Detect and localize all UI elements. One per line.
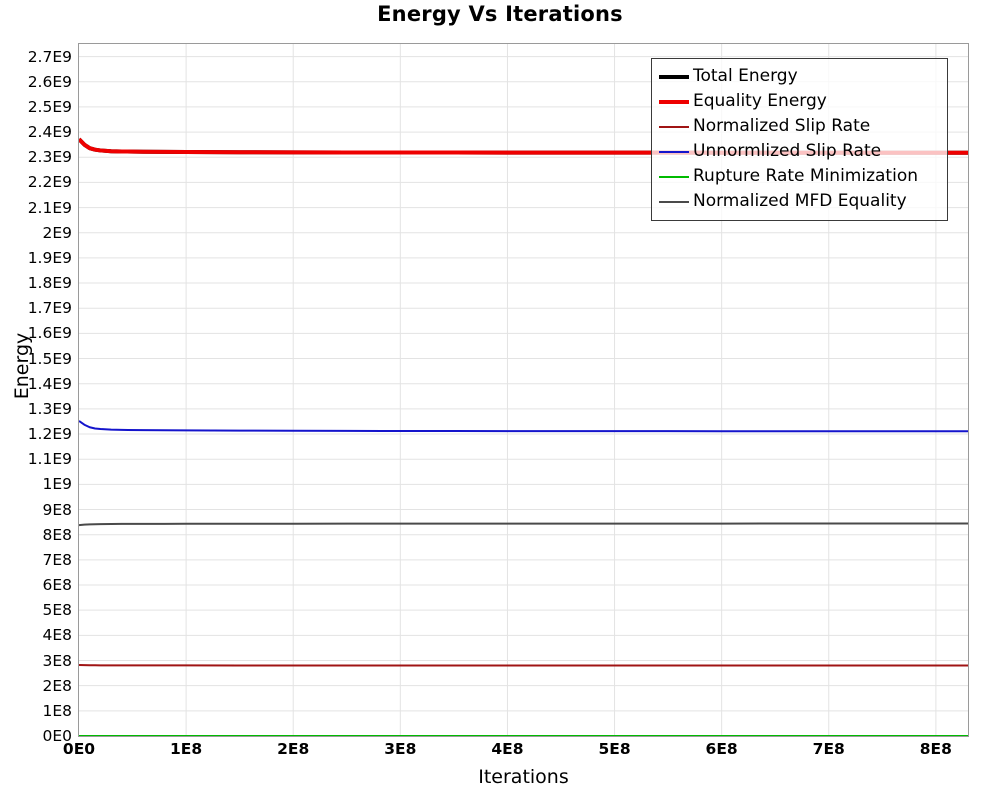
y-tick-label: 1.2E9 xyxy=(27,425,72,444)
y-tick-label: 1E8 xyxy=(42,701,72,720)
y-tick-label: 2.4E9 xyxy=(27,123,72,142)
y-tick-label: 1E9 xyxy=(42,475,72,494)
legend-color-swatch-icon xyxy=(659,74,689,79)
y-tick-label: 2.3E9 xyxy=(27,148,72,167)
x-tick-label: 0E0 xyxy=(62,740,96,758)
y-tick-label: 2.7E9 xyxy=(27,47,72,66)
x-tick-label: 5E8 xyxy=(598,740,631,758)
y-tick-label: 8E8 xyxy=(42,525,72,544)
legend-item[interactable]: Normalized MFD Equality xyxy=(659,189,940,214)
grid-lines xyxy=(79,44,968,736)
y-tick-label: 5E8 xyxy=(42,601,72,620)
y-axis-tick-labels: 0E0 1E8 2E8 3E8 4E8 5E8 6E8 7E8 8E8 9E8 1E9 1.1E9 1.… xyxy=(0,43,72,745)
y-tick-label: 1.3E9 xyxy=(27,399,72,418)
y-tick-label: 1.4E9 xyxy=(27,374,72,393)
series-line xyxy=(79,664,968,667)
y-tick-label: 3E8 xyxy=(42,651,72,670)
legend-item-label: Unnormlized Slip Rate xyxy=(693,141,882,161)
legend-color-swatch-icon xyxy=(659,175,689,178)
legend-item[interactable]: Unnormlized Slip Rate xyxy=(659,139,940,164)
legend-color-swatch-icon xyxy=(659,125,689,128)
y-tick-label: 2.5E9 xyxy=(27,97,72,116)
y-tick-label: 1.6E9 xyxy=(27,324,72,343)
y-tick-label: 0E0 xyxy=(42,727,72,745)
legend-item[interactable]: Rupture Rate Minimization xyxy=(659,164,940,189)
y-tick-label: 7E8 xyxy=(42,550,72,569)
y-tick-label: 4E8 xyxy=(42,626,72,645)
series-line xyxy=(79,420,968,433)
legend-item[interactable]: Normalized Slip Rate xyxy=(659,114,940,139)
legend-color-swatch-icon xyxy=(659,99,689,104)
legend-item-label: Normalized MFD Equality xyxy=(693,191,907,211)
y-tick-label: 1.5E9 xyxy=(27,349,72,368)
y-tick-label: 2.6E9 xyxy=(27,72,72,91)
y-tick-label: 9E8 xyxy=(42,500,72,519)
legend-item[interactable]: Equality Energy xyxy=(659,89,940,114)
legend-item-label: Equality Energy xyxy=(693,91,827,111)
x-axis-title: Iterations xyxy=(478,766,569,788)
x-tick-label: 4E8 xyxy=(491,740,524,758)
legend-item-label: Rupture Rate Minimization xyxy=(693,166,918,186)
chart-title: Energy Vs Iterations xyxy=(377,2,623,26)
y-tick-label: 2.1E9 xyxy=(27,198,72,217)
y-tick-label: 1.7E9 xyxy=(27,299,72,318)
x-tick-label: 6E8 xyxy=(705,740,738,758)
y-tick-label: 2E9 xyxy=(42,223,72,242)
y-tick-label: 1.8E9 xyxy=(27,274,72,293)
plot-svg xyxy=(79,44,968,736)
legend-item-label: Normalized Slip Rate xyxy=(693,116,871,136)
y-tick-label: 1.1E9 xyxy=(27,450,72,469)
y-tick-label: 2E8 xyxy=(42,676,72,695)
y-tick-label: 6E8 xyxy=(42,576,72,595)
x-tick-label: 8E8 xyxy=(919,740,952,758)
chart-legend: Total Energy Equality Energy Normalized Sl… xyxy=(651,58,948,221)
x-tick-label: 7E8 xyxy=(812,740,845,758)
legend-item-label: Total Energy xyxy=(693,66,798,86)
x-tick-label: 1E8 xyxy=(170,740,203,758)
x-tick-label: 3E8 xyxy=(384,740,417,758)
series-line xyxy=(79,522,968,527)
y-tick-label: 2.2E9 xyxy=(27,173,72,192)
legend-color-swatch-icon xyxy=(659,200,689,203)
y-tick-label: 1.9E9 xyxy=(27,248,72,267)
x-tick-label: 2E8 xyxy=(277,740,310,758)
legend-color-swatch-icon xyxy=(659,150,689,153)
x-axis-tick-labels: 0E0 1E8 2E8 3E8 4E8 5E8 6E8 7E8 8E8 xyxy=(63,740,969,764)
legend-item[interactable]: Total Energy xyxy=(659,64,940,89)
